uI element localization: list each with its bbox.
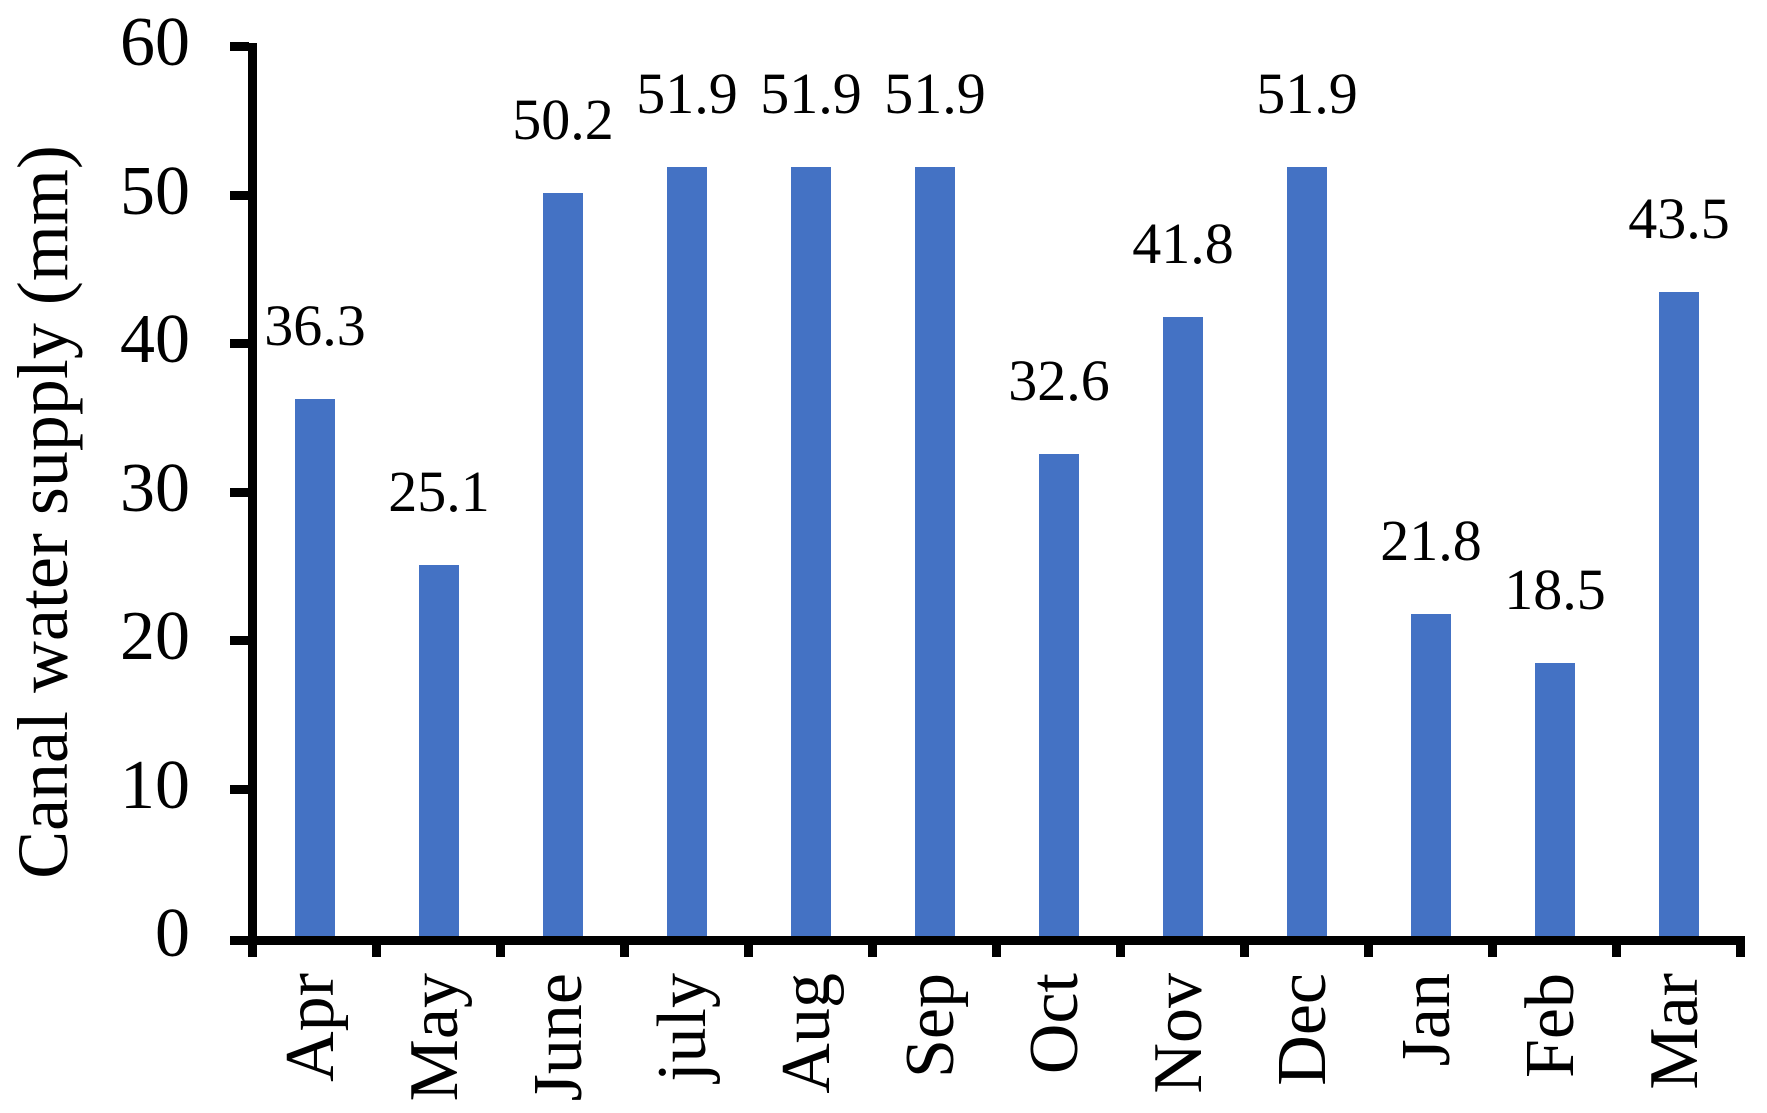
y-axis-tick (230, 487, 249, 497)
data-label-Jan: 21.8 (1380, 508, 1482, 574)
x-category-label-Feb: Feb (1512, 973, 1589, 1078)
x-category-label-Aug: Aug (768, 973, 845, 1094)
bar-May (419, 565, 459, 936)
y-axis-tick (230, 784, 249, 794)
data-label-Sep: 51.9 (884, 61, 986, 127)
y-axis-tick (230, 636, 249, 645)
data-label-Nov: 41.8 (1132, 211, 1234, 277)
data-label-july: 51.9 (636, 61, 738, 127)
x-category-label-Apr: Apr (272, 973, 349, 1082)
bar-Jan (1411, 614, 1451, 936)
bar-June (543, 192, 583, 936)
x-category-label-Mar: Mar (1636, 973, 1713, 1090)
y-axis-tick-label: 30 (120, 449, 190, 527)
bar-Dec (1287, 167, 1327, 936)
x-axis-tick (1116, 936, 1125, 957)
bar-Sep (915, 167, 955, 936)
y-axis-tick-label: 20 (120, 598, 190, 675)
y-axis-tick (230, 190, 249, 200)
y-axis-tick-label: 0 (155, 895, 190, 972)
bar-july (667, 167, 707, 936)
y-axis-tick-label: 60 (120, 4, 190, 81)
data-label-Feb: 18.5 (1504, 557, 1606, 623)
x-axis-tick (1612, 936, 1621, 957)
x-category-label-Nov: Nov (1140, 973, 1217, 1094)
x-axis-tick (868, 936, 877, 957)
x-category-label-Dec: Dec (1264, 973, 1341, 1086)
x-axis-tick (992, 936, 1001, 957)
x-category-label-May: May (396, 973, 473, 1102)
y-axis-tick (230, 339, 249, 348)
data-label-Aug: 51.9 (760, 61, 862, 127)
data-label-Oct: 32.6 (1008, 347, 1110, 413)
x-axis-tick (1364, 936, 1373, 957)
y-axis-tick-label: 10 (120, 746, 190, 824)
bar-Oct (1039, 453, 1079, 936)
y-axis-tick (230, 42, 249, 51)
x-axis-tick (1736, 936, 1745, 957)
bar-Apr (295, 398, 335, 936)
bar-Nov (1163, 317, 1203, 936)
x-axis-tick (620, 936, 629, 957)
x-category-label-June: June (520, 973, 597, 1102)
x-axis-tick (248, 936, 257, 957)
data-label-June: 50.2 (512, 86, 614, 152)
x-category-label-july: july (644, 973, 721, 1082)
x-category-label-Jan: Jan (1388, 973, 1465, 1067)
data-label-Mar: 43.5 (1628, 186, 1730, 252)
data-label-Apr: 36.3 (264, 292, 366, 358)
data-label-May: 25.1 (388, 459, 490, 525)
x-axis-tick (744, 936, 753, 957)
bar-Aug (791, 167, 831, 936)
x-category-label-Sep: Sep (892, 973, 969, 1078)
x-axis-tick (372, 936, 381, 957)
x-axis-tick (1488, 936, 1497, 957)
bar-Mar (1659, 292, 1699, 936)
x-axis-tick (1240, 936, 1249, 957)
data-label-Dec: 51.9 (1256, 61, 1358, 127)
x-axis-tick (496, 936, 505, 957)
y-axis-line (248, 43, 257, 946)
y-axis-tick-label: 50 (120, 152, 190, 230)
x-category-label-Oct: Oct (1016, 973, 1093, 1075)
y-axis-tick-label: 40 (120, 301, 190, 378)
x-axis-line (230, 936, 1745, 945)
bar-Feb (1535, 663, 1575, 936)
